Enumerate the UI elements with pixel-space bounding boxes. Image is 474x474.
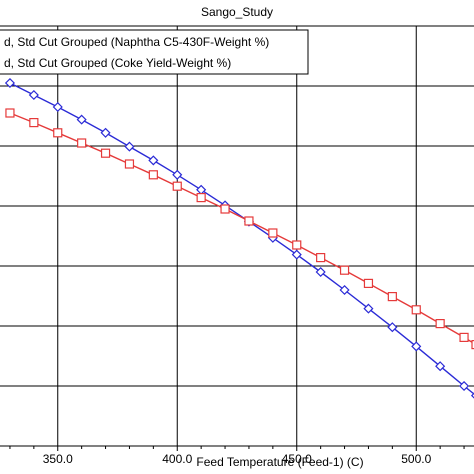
series-1-point-10	[244, 216, 254, 226]
series-1-point-6	[148, 170, 158, 180]
series-1-point-12	[292, 240, 302, 250]
series-0-point-6	[148, 155, 159, 166]
legend: d, Std Cut Grouped (Naphtha C5-430F-Weig…	[0, 29, 309, 75]
series-1	[5, 108, 474, 350]
series-0-point-18	[435, 361, 446, 372]
series-0-point-20	[470, 392, 474, 399]
series-0-point-13	[315, 266, 326, 278]
series-0-point-14	[339, 284, 350, 296]
series-0-point-4	[100, 127, 111, 138]
legend-label-coke: d, Std Cut Grouped (Coke Yield-Weight %)	[4, 56, 231, 70]
series-0-point-19	[459, 380, 470, 392]
series-0-point-15	[363, 303, 374, 314]
series-1-point-19	[459, 332, 469, 342]
series-1-point-0	[5, 108, 15, 118]
series-0-point-16	[387, 322, 398, 333]
series-0-point-17	[411, 341, 422, 352]
plot-area	[0, 25, 474, 447]
series-1-point-15	[363, 278, 374, 288]
chart-title: Sango_Study	[201, 5, 273, 19]
legend-entry-naphtha: d, Std Cut Grouped (Naphtha C5-430F-Weig…	[4, 35, 269, 49]
x-tick-label-1: 400.0	[162, 452, 192, 466]
series-0-point-3	[76, 114, 87, 125]
series-1-point-18	[435, 319, 445, 329]
series-1-point-9	[220, 204, 230, 214]
series-1-point-5	[124, 159, 135, 169]
series-1-point-17	[411, 305, 421, 315]
series-1-point-11	[268, 228, 278, 238]
series-0-point-12	[291, 249, 302, 260]
legend-label-naphtha: d, Std Cut Grouped (Naphtha C5-430F-Weig…	[4, 35, 269, 49]
series-0-point-1	[28, 89, 39, 101]
series-1-point-14	[339, 265, 350, 275]
series-1-point-16	[387, 292, 397, 302]
x-axis-ticks: 350.0 400.0 450.0 500.0	[9, 446, 465, 466]
series-1-point-8	[196, 193, 206, 203]
series-1-point-20	[471, 340, 474, 350]
series-layer	[4, 77, 474, 399]
series-0-point-0	[4, 77, 15, 89]
legend-box	[0, 29, 309, 75]
series-0-point-2	[52, 101, 63, 113]
x-tick-label-2: 450.0	[282, 452, 312, 466]
x-axis-label: Feed Temperature (Feed-1) (C)	[196, 455, 363, 469]
plot-frame	[0, 25, 474, 447]
series-1-point-7	[172, 181, 182, 191]
series-1-point-1	[29, 117, 39, 128]
series-1-point-3	[77, 138, 87, 148]
series-1-point-4	[100, 148, 111, 158]
series-1-point-13	[316, 253, 326, 263]
legend-entry-coke: d, Std Cut Grouped (Coke Yield-Weight %)	[4, 56, 231, 70]
series-1-point-2	[53, 128, 63, 138]
series-0-point-5	[124, 141, 135, 152]
x-tick-label-0: 350.0	[43, 452, 73, 466]
x-tick-label-3: 500.0	[401, 452, 431, 466]
series-0-point-7	[172, 169, 183, 180]
grid-lines	[0, 26, 474, 446]
